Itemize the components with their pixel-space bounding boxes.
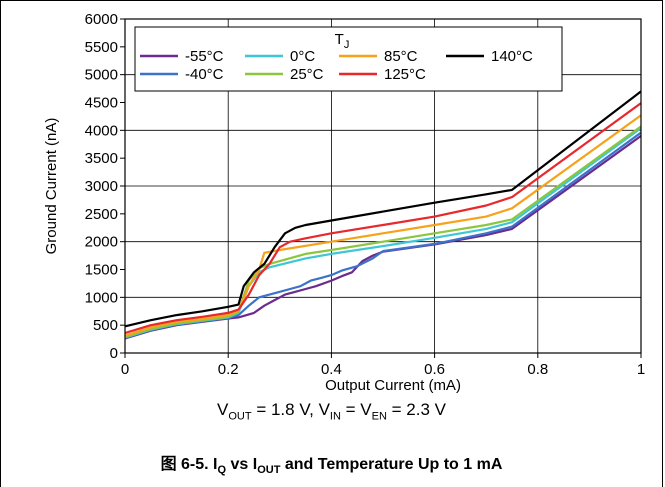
y-tick-label: 4500 bbox=[85, 95, 118, 112]
y-tick-label: 0 bbox=[110, 345, 118, 362]
legend-box bbox=[134, 26, 563, 92]
y-tick-label: 2500 bbox=[85, 206, 118, 223]
test-conditions: VOUT = 1.8 V, VIN = VEN = 2.3 V bbox=[0, 400, 663, 422]
equals-sign: = bbox=[340, 400, 361, 419]
x-tick-label: 0.8 bbox=[527, 361, 548, 378]
y-tick-label: 500 bbox=[93, 317, 118, 334]
y-tick-labels: 0 500 1000 1500 2000 2500 3000 3500 4000 4500 5000… bbox=[85, 11, 125, 362]
x-tick-label: 0.2 bbox=[218, 361, 239, 378]
x-tick-label: 1 bbox=[637, 361, 645, 378]
legend-title-main: T bbox=[335, 31, 344, 48]
legend-label-3: 25°C bbox=[290, 66, 324, 83]
vin-symbol: V bbox=[318, 400, 330, 419]
chart: 0 500 1000 1500 2000 2500 3000 3500 4000 4500 5000… bbox=[43, 11, 645, 394]
x-tick-labels: 0 0.2 0.4 0.6 0.8 1 bbox=[121, 353, 645, 378]
vout-symbol: V bbox=[217, 400, 229, 419]
vin-subscript: IN bbox=[329, 410, 341, 423]
caption-prefix: 图 6-5. I bbox=[160, 456, 218, 473]
legend-title-sub: J bbox=[344, 39, 350, 51]
y-tick-label: 3500 bbox=[85, 150, 118, 167]
caption-suffix: and Temperature Up to 1 mA bbox=[280, 456, 503, 473]
legend-label-0: -55°C bbox=[185, 48, 224, 65]
legend-label-6: 140°C bbox=[491, 48, 533, 65]
series-line-0 bbox=[124, 135, 642, 340]
caption-out-subscript: OUT bbox=[257, 464, 281, 477]
vout-value: = 1.8 V, bbox=[251, 400, 319, 419]
ven-symbol: V bbox=[360, 400, 372, 419]
legend-label-5: 125°C bbox=[384, 66, 426, 83]
series-line-3 bbox=[124, 125, 642, 338]
legend-label-1: -40°C bbox=[185, 66, 224, 83]
caption-q-subscript: Q bbox=[217, 464, 227, 477]
legend-title: TJ bbox=[335, 31, 350, 51]
legend-label-4: 85°C bbox=[384, 48, 418, 65]
ven-value: = 2.3 V bbox=[386, 400, 446, 419]
y-tick-label: 1500 bbox=[85, 262, 118, 279]
series-layer bbox=[124, 90, 642, 340]
vout-subscript: OUT bbox=[228, 410, 252, 423]
series-line-1 bbox=[124, 131, 642, 340]
series-line-6 bbox=[124, 90, 642, 328]
x-tick-label: 0 bbox=[121, 361, 129, 378]
x-axis-label: Output Current (mA) bbox=[325, 377, 461, 394]
figure-caption: 图 6-5. IQ vs IOUT and Temperature Up to … bbox=[0, 450, 663, 476]
ven-subscript: EN bbox=[371, 410, 387, 423]
x-tick-label: 0.4 bbox=[321, 361, 342, 378]
legend-label-2: 0°C bbox=[290, 48, 315, 65]
y-tick-label: 5500 bbox=[85, 39, 118, 56]
caption-mid: vs I bbox=[226, 456, 258, 473]
y-tick-label: 2000 bbox=[85, 234, 118, 251]
y-tick-label: 3000 bbox=[85, 178, 118, 195]
y-tick-label: 4000 bbox=[85, 122, 118, 139]
y-tick-label: 5000 bbox=[85, 67, 118, 84]
series-line-5 bbox=[124, 102, 642, 335]
x-tick-label: 0.6 bbox=[424, 361, 445, 378]
y-tick-label: 6000 bbox=[85, 11, 118, 28]
series-line-4 bbox=[124, 114, 642, 337]
y-axis-label: Ground Current (nA) bbox=[43, 118, 60, 255]
y-tick-label: 1000 bbox=[85, 289, 118, 306]
